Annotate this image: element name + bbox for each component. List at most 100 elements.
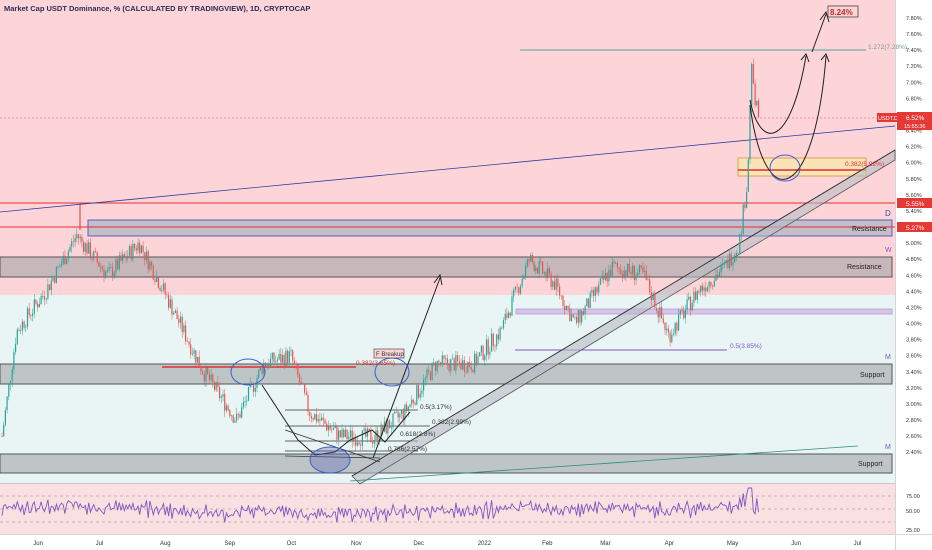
candle-body <box>32 313 34 316</box>
candle-body <box>76 234 78 239</box>
rsi-line[interactable] <box>1 487 759 523</box>
candle-body <box>281 354 284 363</box>
price-tick-label: 6.20% <box>906 145 922 151</box>
resistance-zone-lower[interactable] <box>0 256 893 278</box>
candle-body <box>695 291 697 300</box>
candle-body <box>649 279 651 293</box>
candle-body <box>292 350 294 361</box>
candle-body <box>122 254 124 261</box>
candle-body <box>543 272 545 274</box>
price-tick-label: 2.60% <box>906 434 922 440</box>
candle-body <box>348 436 350 440</box>
circle-bottom[interactable] <box>309 446 351 474</box>
candle-body <box>582 311 584 315</box>
candle-body <box>314 414 316 420</box>
candle-body <box>530 254 532 262</box>
candle-body <box>94 251 97 253</box>
fib-0786-low-label: 0.786(2.57%) <box>388 446 427 453</box>
price-tick-label: 5.40% <box>906 209 922 215</box>
upper-zone-background <box>0 0 895 295</box>
candle-body <box>385 421 387 434</box>
candle-body <box>336 426 338 440</box>
price-tick-label: 7.40% <box>906 48 922 54</box>
candle-body <box>565 305 567 310</box>
candle-body <box>222 394 224 397</box>
candle-body <box>480 345 482 353</box>
current-price-badge <box>897 112 932 130</box>
time-tick-label: May <box>727 541 738 547</box>
marker-527-badge <box>897 222 932 232</box>
candle-body <box>406 404 408 412</box>
candle-body <box>113 272 115 278</box>
candle-body <box>540 261 542 263</box>
candle-body <box>757 100 760 118</box>
candle-body <box>96 252 98 262</box>
candle-body <box>16 329 18 345</box>
candle-body <box>468 362 471 367</box>
support-zone-lower[interactable] <box>0 453 893 474</box>
candle-body <box>727 260 729 269</box>
candle-body <box>416 385 418 405</box>
time-tick-label: Mar <box>600 541 610 547</box>
candle-body <box>326 423 328 431</box>
candle-body <box>661 306 663 319</box>
breakup-arrow[interactable] <box>372 277 441 459</box>
time-tick-label: Sep <box>224 541 235 547</box>
candle-body <box>536 267 539 274</box>
candle-body <box>443 355 445 359</box>
candle-body <box>594 287 596 296</box>
zigzag-path[interactable] <box>261 384 411 456</box>
support-trendline[interactable] <box>349 445 859 482</box>
candle-body <box>227 405 229 411</box>
candle-body <box>166 294 168 296</box>
candle-body <box>715 274 717 281</box>
long-trendline[interactable] <box>0 125 896 213</box>
candle-body <box>98 261 100 267</box>
resistance-zone-upper[interactable] <box>87 219 893 237</box>
candle-body <box>307 394 309 412</box>
price-tick-label: 2.40% <box>906 450 922 456</box>
candle-body <box>657 310 659 318</box>
time-axis[interactable]: Jun Jul Aug Sep Oct Nov Dec 2022 Feb Mar Apr May Jun… <box>33 541 861 547</box>
candle-body <box>501 327 503 329</box>
candle-body <box>591 290 593 293</box>
candle-body <box>62 255 64 264</box>
candle-body <box>560 295 562 297</box>
target-arrow[interactable] <box>811 13 827 53</box>
candle-body <box>448 364 450 372</box>
wedge-top <box>284 429 381 463</box>
candle-body <box>101 266 103 270</box>
price-tick-label: 6.40% <box>906 129 922 135</box>
candle-body <box>706 287 709 292</box>
candle-body <box>562 295 564 306</box>
candle-body <box>66 258 68 264</box>
projection-arrow-up[interactable] <box>749 55 807 134</box>
candle-body <box>86 243 88 254</box>
candle-body <box>159 287 161 291</box>
candle-body <box>241 407 243 418</box>
support-zone-upper[interactable] <box>0 363 893 385</box>
time-tick-label: Dec <box>413 541 424 547</box>
candle-body <box>487 339 489 355</box>
candle-body <box>327 426 329 431</box>
candle-body <box>555 278 557 290</box>
candle-body <box>23 321 25 328</box>
candle-body <box>280 353 282 363</box>
candle-body <box>674 322 676 334</box>
projection-arrow-down[interactable] <box>749 55 827 180</box>
candle-body <box>174 310 176 313</box>
candle-body <box>676 322 678 331</box>
candle-body <box>570 314 573 321</box>
candle-body <box>718 272 720 277</box>
candle-body <box>360 444 362 446</box>
candle-body <box>616 263 618 268</box>
candle-body <box>436 360 438 372</box>
candle-body <box>156 276 158 282</box>
candle-body <box>625 270 627 276</box>
rsi-tick-label: 75.00 <box>906 494 920 500</box>
candle-body <box>564 305 566 310</box>
candle-body <box>720 264 722 273</box>
candle-body <box>440 362 442 364</box>
pattern-w-label: W <box>885 247 892 254</box>
